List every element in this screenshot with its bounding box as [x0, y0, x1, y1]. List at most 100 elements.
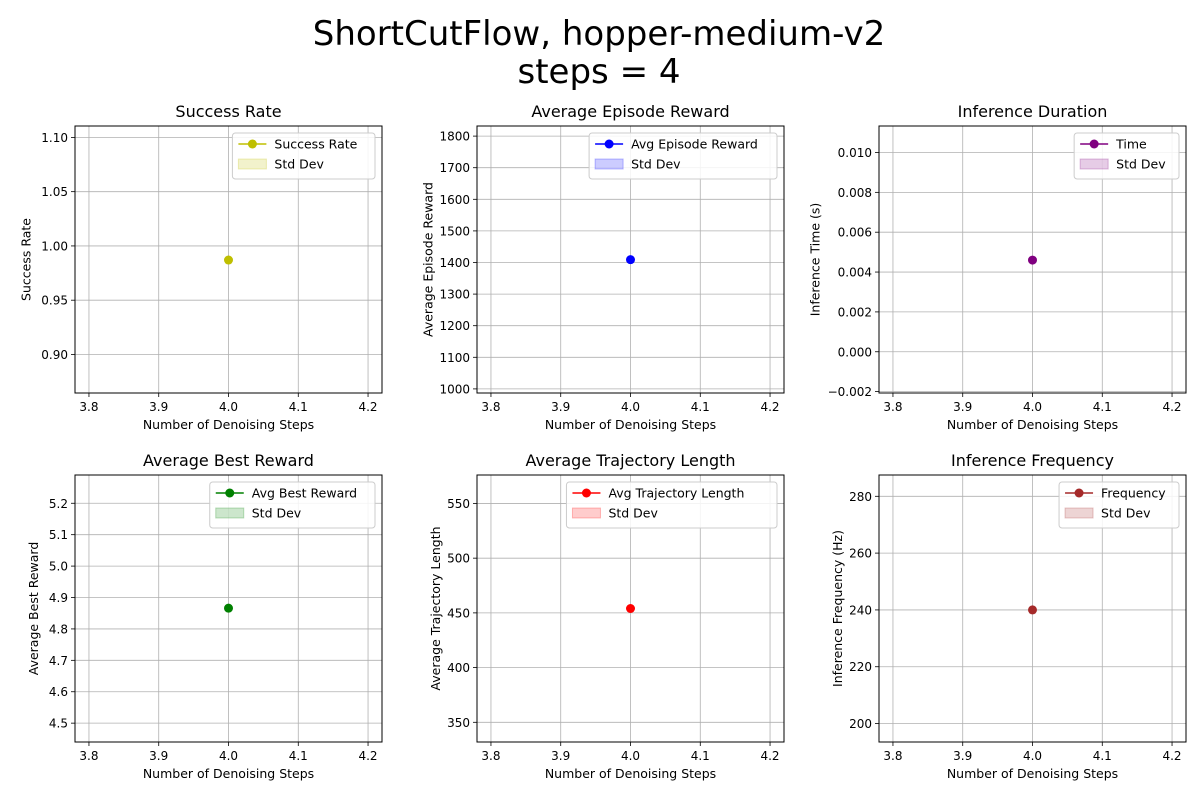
x-tick-label: 4.2	[1162, 400, 1181, 414]
legend-box	[588, 132, 778, 180]
y-tick-label: 0.95	[41, 294, 68, 308]
subplot-title: Success Rate	[175, 102, 281, 121]
x-tick-label: 4.0	[219, 400, 238, 414]
x-tick-label: 3.8	[481, 400, 500, 414]
subplot-4: 3.8 3.9 4.0 4.1 4.2 4.5 4.6 4.7 4.8 4.9 5.0 5.1 5.2 A…	[26, 451, 383, 781]
y-tick-label: 0.006	[838, 226, 872, 240]
subplot-6: 3.8 3.9 4.0 4.1 4.2 200 220 240 260 280 Inference …	[830, 451, 1187, 781]
x-axis-label: Number of Denoising Steps	[947, 417, 1118, 432]
y-axis-label: Success Rate	[19, 218, 34, 301]
y-tick-label: 4.8	[49, 622, 68, 636]
legend: Time Std Dev	[1073, 132, 1180, 180]
y-tick-label: 1100	[439, 351, 470, 365]
y-axis-label: Inference Time (s)	[807, 203, 822, 317]
x-axis-label: Number of Denoising Steps	[545, 417, 716, 432]
x-tick-label: 4.2	[1162, 749, 1181, 763]
x-tick-label: 4.2	[760, 749, 779, 763]
legend-series-label: Frequency	[1101, 486, 1166, 501]
legend-band-swatch	[1064, 507, 1094, 519]
y-tick-label: 450	[447, 606, 470, 620]
subplot-title: Average Episode Reward	[531, 102, 729, 121]
y-tick-label: 1200	[439, 319, 470, 333]
x-tick-label: 4.1	[289, 749, 308, 763]
legend-band-swatch	[571, 507, 601, 519]
y-axis-label: Average Trajectory Length	[428, 526, 443, 690]
y-tick-label: −0.002	[828, 385, 872, 399]
x-tick-label: 3.8	[883, 749, 902, 763]
y-tick-label: 4.9	[49, 591, 68, 605]
y-tick-label: 4.7	[49, 654, 68, 668]
x-tick-label: 3.8	[883, 400, 902, 414]
y-tick-label: 5.1	[49, 528, 68, 542]
x-axis-label: Number of Denoising Steps	[545, 766, 716, 781]
legend-series-label: Time	[1115, 137, 1147, 152]
subplot-title: Average Best Reward	[143, 451, 314, 470]
y-tick-label: 280	[849, 490, 872, 504]
legend-series-label: Avg Best Reward	[252, 486, 357, 501]
y-tick-label: 0.002	[838, 305, 872, 319]
subplot-5: 3.8 3.9 4.0 4.1 4.2 350 400 450 500 550 Average Tr…	[428, 451, 785, 781]
data-point	[224, 255, 233, 265]
y-tick-label: 220	[849, 660, 872, 674]
x-tick-label: 4.0	[621, 400, 640, 414]
y-axis-label: Average Episode Reward	[421, 182, 436, 337]
data-point	[626, 604, 635, 613]
y-tick-label: 1.10	[41, 131, 68, 145]
x-tick-label: 4.1	[691, 400, 710, 414]
legend-band-label: Std Dev	[608, 506, 658, 521]
figure-title-line-2: steps = 4	[518, 52, 681, 92]
x-axis-label: Number of Denoising Steps	[143, 766, 314, 781]
subplot-3: 3.8 3.9 4.0 4.1 4.2 −0.002 0.000 0.002 0.004 0.00…	[807, 102, 1187, 432]
legend-series-label: Avg Episode Reward	[631, 137, 758, 152]
legend-marker-swatch	[247, 139, 257, 149]
y-axis-label: Inference Frequency (Hz)	[830, 530, 845, 687]
data-point	[1028, 255, 1037, 265]
legend: Success Rate Std Dev	[231, 132, 376, 180]
x-tick-label: 3.9	[149, 749, 168, 763]
x-tick-label: 4.0	[219, 749, 238, 763]
x-tick-label: 3.9	[149, 400, 168, 414]
subplot-grid: 3.8 3.9 4.0 4.1 4.2 0.90 0.95 1.00 1.05 1.10 Succe…	[19, 102, 1187, 781]
x-tick-label: 4.1	[1093, 400, 1112, 414]
y-tick-label: 1400	[439, 256, 470, 270]
y-tick-label: 5.0	[49, 560, 68, 574]
legend: Avg Best Reward Std Dev	[209, 481, 376, 529]
x-tick-label: 4.2	[358, 400, 377, 414]
legend-marker-swatch	[1074, 488, 1084, 498]
y-tick-label: 1500	[439, 224, 470, 238]
x-tick-label: 3.9	[551, 400, 570, 414]
x-tick-label: 3.9	[953, 400, 972, 414]
legend-band-label: Std Dev	[274, 157, 324, 172]
x-axis-label: Number of Denoising Steps	[143, 417, 314, 432]
legend-band-label: Std Dev	[1101, 506, 1151, 521]
y-tick-label: 500	[447, 552, 470, 566]
y-tick-label: 550	[447, 497, 470, 511]
legend-box	[209, 481, 376, 529]
y-tick-label: 1600	[439, 193, 470, 207]
y-tick-label: 0.010	[838, 146, 872, 160]
x-tick-label: 4.0	[1023, 400, 1042, 414]
y-tick-label: 350	[447, 716, 470, 730]
legend-band-label: Std Dev	[1116, 157, 1166, 172]
y-tick-label: 1800	[439, 130, 470, 144]
x-tick-label: 4.1	[691, 749, 710, 763]
legend-band-swatch	[237, 158, 267, 170]
subplot-title: Average Trajectory Length	[525, 451, 735, 470]
y-tick-label: 1.00	[41, 239, 68, 253]
legend-series-label: Success Rate	[274, 137, 357, 152]
data-point	[626, 255, 635, 265]
legend-box	[565, 481, 778, 529]
y-tick-label: 400	[447, 661, 470, 675]
legend: Frequency Std Dev	[1058, 481, 1180, 529]
y-tick-label: 1300	[439, 288, 470, 302]
y-tick-label: 4.6	[49, 685, 68, 699]
data-point	[224, 603, 233, 613]
subplot-title: Inference Duration	[958, 102, 1108, 121]
legend-band-swatch	[594, 158, 624, 170]
y-tick-label: 0.004	[838, 266, 872, 280]
legend-marker-swatch	[581, 488, 591, 498]
legend-marker-swatch	[225, 488, 235, 498]
y-tick-label: 4.5	[49, 717, 68, 731]
x-axis-label: Number of Denoising Steps	[947, 766, 1118, 781]
x-tick-label: 4.0	[1023, 749, 1042, 763]
